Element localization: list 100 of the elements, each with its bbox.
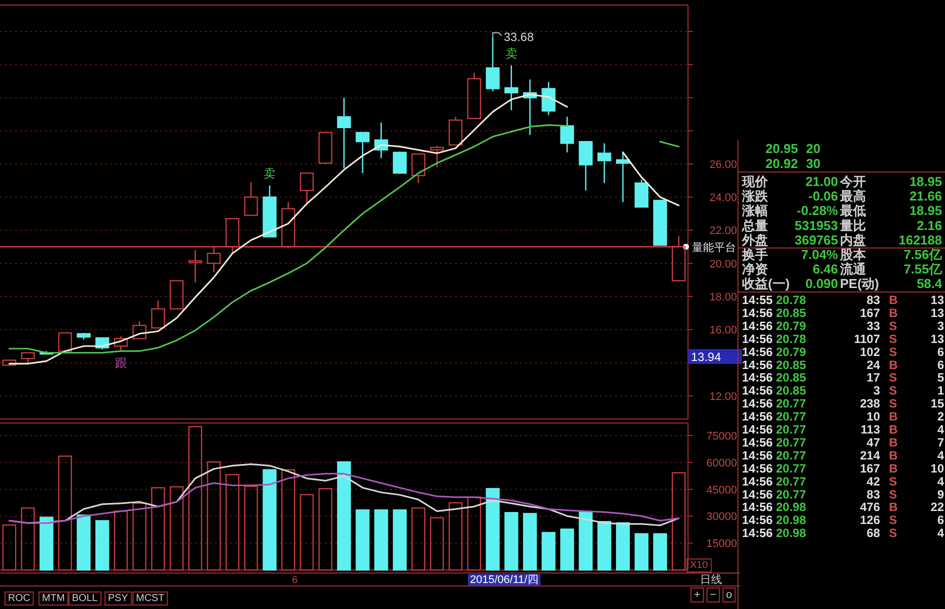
- text: 18.95: [909, 174, 942, 189]
- text: 内盘: [840, 232, 866, 248]
- y-tick-label: 22.00: [709, 225, 737, 238]
- text: 最高: [839, 188, 866, 204]
- text: o: [726, 589, 732, 601]
- text: 20.98: [776, 526, 806, 540]
- bar: [40, 516, 54, 571]
- text: 20.98: [776, 500, 806, 514]
- text: BOLL: [72, 593, 98, 604]
- text: 3: [873, 384, 880, 398]
- bar: [318, 488, 332, 571]
- text: 20.85: [776, 384, 806, 398]
- bar: [560, 528, 574, 571]
- text: 20.85: [776, 370, 806, 385]
- text: 14:56: [742, 396, 774, 411]
- text: 7.55亿: [904, 262, 943, 277]
- text: −: [710, 589, 716, 601]
- line-series: [8, 472, 680, 524]
- text: -0.28%: [796, 203, 838, 218]
- text: 股本: [839, 247, 867, 262]
- bar: [486, 488, 500, 571]
- text: 20: [806, 141, 820, 156]
- bar: [95, 520, 110, 571]
- text: 涨跌: [741, 188, 769, 204]
- bar: [151, 487, 165, 571]
- text: 7.04%: [801, 247, 838, 262]
- text: 102: [860, 344, 880, 359]
- text: S: [889, 474, 898, 488]
- y-tick-label: 15000: [706, 538, 737, 550]
- text: B: [889, 422, 898, 436]
- text: 2: [937, 410, 944, 424]
- bar: [392, 509, 407, 571]
- bar: [170, 486, 184, 571]
- text: S: [889, 384, 898, 398]
- text: 20.92: [765, 156, 798, 171]
- text: 14:56: [742, 318, 774, 333]
- text: 14:56: [742, 332, 774, 346]
- bar: [448, 502, 462, 571]
- text: B: [889, 306, 898, 320]
- text: 14:56: [742, 448, 774, 462]
- bar: [76, 514, 91, 571]
- text: 20.77: [776, 422, 806, 436]
- annotation: 卖: [264, 166, 276, 181]
- text: 换手: [741, 247, 768, 262]
- text: ROC: [8, 593, 30, 604]
- text: 净资: [742, 262, 768, 277]
- text: 18.95: [909, 203, 942, 218]
- text: 14:56: [742, 487, 774, 502]
- text: 20.77: [776, 461, 806, 476]
- text: 10: [866, 410, 880, 424]
- text: 20.77: [776, 410, 806, 424]
- bar: [672, 472, 686, 571]
- y-tick-label: 16.00: [709, 324, 737, 337]
- text: 113: [860, 422, 880, 436]
- text: 今开: [839, 174, 866, 189]
- bar: [467, 496, 482, 571]
- bar: [578, 511, 593, 571]
- text: 15: [930, 396, 944, 411]
- text: 14:56: [742, 526, 774, 540]
- text: S: [889, 332, 898, 346]
- text: 21.00: [805, 174, 838, 189]
- bar: [132, 502, 146, 571]
- text: 20.79: [776, 344, 806, 359]
- text: 14:56: [742, 370, 774, 385]
- text: 14:56: [742, 358, 774, 372]
- text: 14:56: [742, 435, 774, 450]
- text: 涨幅: [741, 203, 768, 218]
- text: 2.16: [916, 218, 942, 233]
- text: 6: [937, 513, 944, 528]
- bar: [2, 524, 16, 571]
- text: 33: [866, 318, 880, 333]
- text: 20.77: [776, 396, 806, 411]
- text: 20.85: [776, 358, 806, 372]
- text: 5: [937, 370, 944, 385]
- text: 日线: [700, 573, 722, 586]
- bar: [597, 521, 612, 571]
- bar: [504, 512, 518, 571]
- text: 10: [930, 461, 944, 476]
- bar: [300, 494, 314, 571]
- text: B: [889, 410, 898, 424]
- text: 20.95: [765, 141, 798, 156]
- bar: [374, 509, 388, 571]
- text: 14:56: [742, 422, 774, 436]
- text: 20.77: [776, 435, 806, 450]
- text: 167: [860, 461, 880, 476]
- text: 总量: [741, 218, 768, 233]
- bar: [411, 507, 426, 571]
- text: 4: [937, 474, 944, 488]
- text: 369765: [794, 232, 838, 248]
- text: 最低: [839, 203, 866, 218]
- text: 20.78: [776, 293, 806, 307]
- y-tick-label: 18.00: [709, 291, 737, 304]
- text: 83: [866, 487, 880, 502]
- text: 531953: [794, 218, 838, 233]
- y-tick-label: 24.00: [709, 192, 737, 204]
- text: 30: [806, 156, 820, 171]
- text: S: [889, 526, 898, 540]
- bar: [430, 517, 444, 571]
- annotation: 跟: [114, 356, 127, 370]
- y-tick-label: 20.00: [709, 258, 737, 270]
